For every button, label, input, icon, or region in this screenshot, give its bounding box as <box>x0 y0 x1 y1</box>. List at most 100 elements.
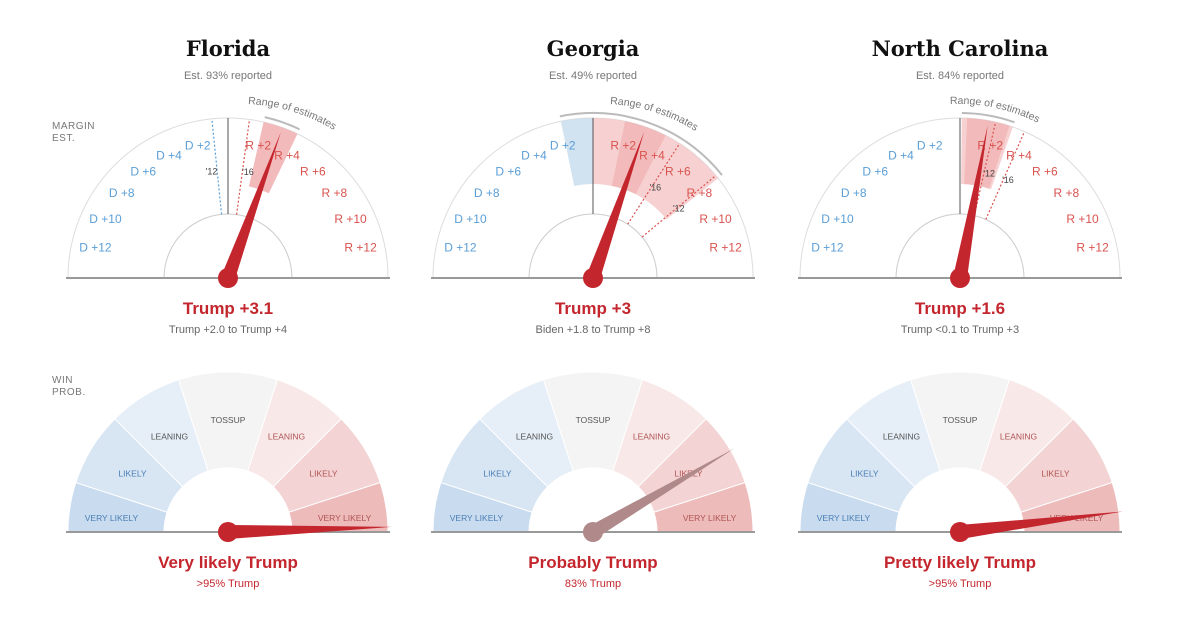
range-band-core <box>248 122 298 194</box>
win-segment-label: LEANING <box>633 432 670 442</box>
state-title: North Carolina <box>872 36 1049 61</box>
state-title: Georgia <box>547 36 640 61</box>
prior-year-label: '16 <box>242 167 254 177</box>
tick-label-dem: D +6 <box>862 165 888 179</box>
tick-label-dem: D +4 <box>521 148 547 162</box>
tick-label-dem: D +10 <box>821 212 854 226</box>
margin-label-line2: EST. <box>52 133 76 144</box>
win-prob-text: 83% Trump <box>565 578 621 590</box>
win-prob-gauge: VERY LIKELYLIKELYLEANINGTOSSUPLEANINGLIK… <box>798 371 1123 542</box>
margin-needle-hub <box>950 268 970 288</box>
win-segment-label: LIKELY <box>483 468 512 478</box>
tick-label-dem: D +12 <box>79 241 112 255</box>
tick-label-dem: D +12 <box>444 241 477 255</box>
win-headline: Pretty likely Trump <box>884 553 1036 572</box>
win-segment-label: LIKELY <box>309 468 338 478</box>
prior-year-label: '12 <box>983 169 995 179</box>
win-needle-hub <box>218 522 238 542</box>
win-segment-label: LIKELY <box>118 468 147 478</box>
range-outer-arc <box>264 116 301 131</box>
tick-label-dem: D +4 <box>888 148 914 162</box>
win-segment-label: LIKELY <box>1041 468 1070 478</box>
tick-label-rep: R +8 <box>686 186 712 200</box>
win-headline: Very likely Trump <box>158 553 298 572</box>
state-title: Florida <box>186 36 271 61</box>
reported-status: Est. 93% reported <box>184 70 272 82</box>
win-needle <box>959 511 1123 539</box>
margin-needle-hub <box>583 268 603 288</box>
tick-label-rep: R +8 <box>321 186 347 200</box>
range-outer-arc <box>559 112 723 176</box>
tick-label-dem: D +12 <box>811 241 844 255</box>
win-segment-label: LEANING <box>1000 432 1037 442</box>
prior-year-label: '12 <box>206 167 218 177</box>
margin-needle-hub <box>218 268 238 288</box>
win-needle <box>589 448 735 539</box>
win-prob-gauge: VERY LIKELYLIKELYLEANINGTOSSUPLEANINGLIK… <box>66 371 392 542</box>
tick-label-rep: R +4 <box>639 148 665 162</box>
tick-label-dem: D +10 <box>454 212 487 226</box>
tick-label-dem: D +2 <box>917 138 943 152</box>
margin-gauge: Range of estimates'12'16D +2D +4D +6D +8… <box>798 95 1122 288</box>
win-label-line2: PROB. <box>52 387 86 398</box>
margin-range-text: Trump +2.0 to Trump +4 <box>169 324 287 336</box>
tick-label-rep: R +2 <box>245 138 271 152</box>
tick-label-rep: R +8 <box>1053 186 1079 200</box>
margin-range-text: Biden +1.8 to Trump +8 <box>536 324 651 336</box>
win-segment-label: VERY LIKELY <box>318 513 372 523</box>
win-prob-gauge: VERY LIKELYLIKELYLEANINGTOSSUPLEANINGLIK… <box>431 371 755 542</box>
margin-headline: Trump +1.6 <box>915 299 1005 318</box>
win-segment-label: VERY LIKELY <box>450 513 504 523</box>
win-prob-label: WIN PROB. <box>52 375 86 399</box>
win-segment-label: LEANING <box>151 432 188 442</box>
tick-label-rep: R +2 <box>610 138 636 152</box>
tick-label-rep: R +4 <box>1006 148 1032 162</box>
prior-year-label: '16 <box>1002 175 1014 185</box>
tick-label-rep: R +6 <box>300 165 326 179</box>
win-segment-label: TOSSUP <box>211 415 246 425</box>
margin-needle <box>953 125 988 280</box>
margin-hub-arc <box>163 213 293 279</box>
tick-label-dem: D +6 <box>130 165 156 179</box>
tick-label-rep: R +12 <box>344 241 377 255</box>
margin-hub-arc <box>528 213 658 279</box>
tick-label-rep: R +10 <box>1066 212 1099 226</box>
win-segment-label: LIKELY <box>850 468 879 478</box>
margin-gauge: Range of estimates'16'12D +2D +4D +6D +8… <box>431 95 755 288</box>
range-band-core <box>964 118 1010 189</box>
tick-label-rep: R +6 <box>665 165 691 179</box>
margin-needle <box>221 132 281 281</box>
tick-label-rep: R +12 <box>709 241 742 255</box>
margin-needle <box>586 131 645 281</box>
margin-range-text: Trump <0.1 to Trump +3 <box>901 324 1019 336</box>
margin-label-line1: MARGIN <box>52 121 95 132</box>
range-outer-arc <box>961 112 1015 124</box>
tick-label-dem: D +4 <box>156 148 182 162</box>
margin-headline: Trump +3.1 <box>183 299 273 318</box>
prior-year-label: '12 <box>673 203 685 213</box>
win-prob-text: >95% Trump <box>197 578 260 590</box>
win-needle <box>227 525 392 539</box>
tick-label-rep: R +12 <box>1076 241 1109 255</box>
margin-gauge: Range of estimates'12'16D +2D +4D +6D +8… <box>66 95 390 288</box>
tick-label-dem: D +8 <box>841 186 867 200</box>
margin-est-label: MARGIN EST. <box>52 121 95 145</box>
win-needle-hub <box>583 522 603 542</box>
win-segment-label: TOSSUP <box>943 415 978 425</box>
win-segment-label: TOSSUP <box>576 415 611 425</box>
tick-label-dem: D +10 <box>89 212 122 226</box>
reported-status: Est. 49% reported <box>549 70 637 82</box>
reported-status: Est. 84% reported <box>916 70 1004 82</box>
win-headline: Probably Trump <box>528 553 657 572</box>
win-prob-text: >95% Trump <box>929 578 992 590</box>
range-band-core <box>611 121 666 195</box>
range-band-dem <box>560 118 593 186</box>
tick-label-rep: R +10 <box>334 212 367 226</box>
tick-label-rep: R +4 <box>274 148 300 162</box>
prior-year-label: '16 <box>649 183 661 193</box>
margin-hub-arc <box>895 213 1025 279</box>
